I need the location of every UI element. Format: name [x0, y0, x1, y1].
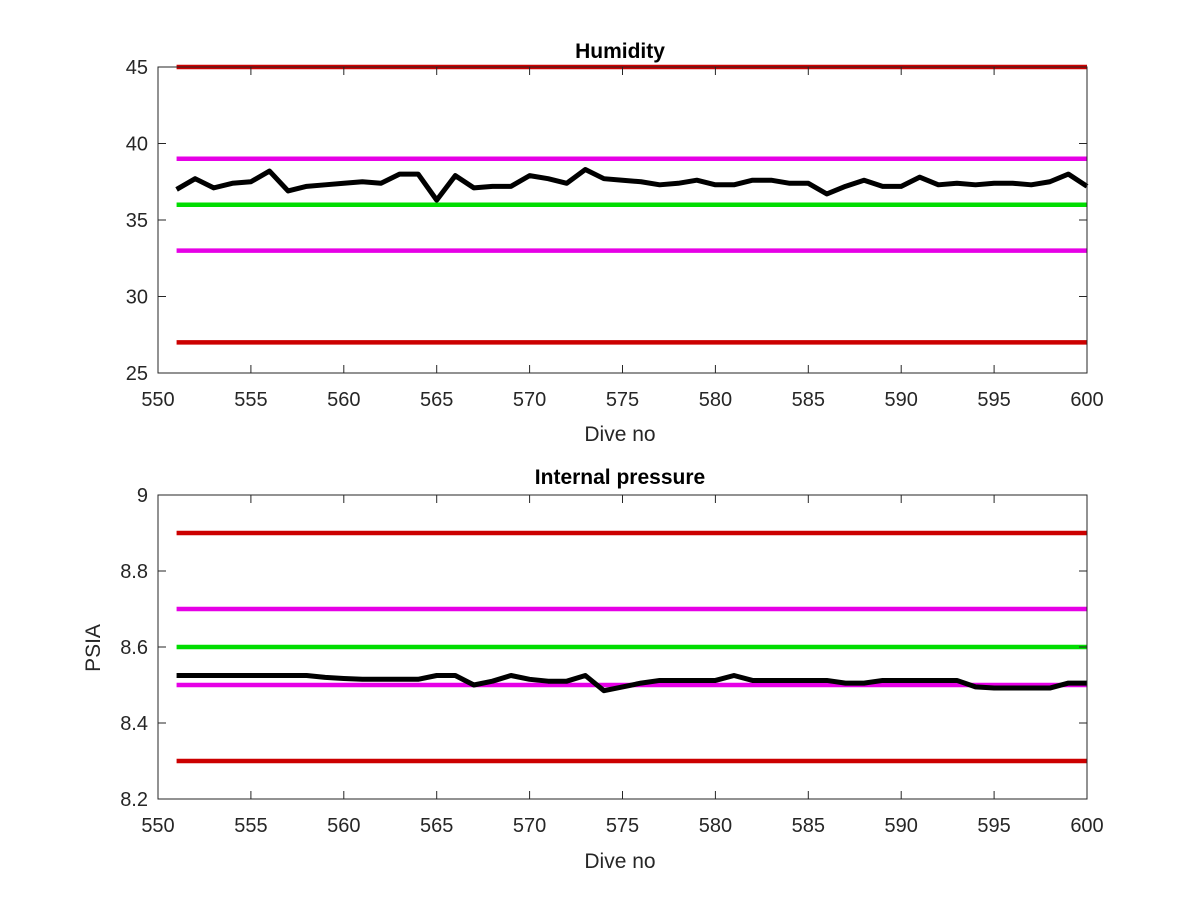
internal-pressure-xtick-label: 590 [885, 815, 918, 837]
humidity-xtick-label: 600 [1070, 389, 1103, 411]
internal-pressure-ytick-label: 8.4 [120, 713, 148, 735]
internal-pressure-xlabel: Dive no [584, 850, 655, 873]
humidity-series-0-line [175, 167, 1089, 203]
humidity-xtick-label: 590 [885, 389, 918, 411]
humidity-title: Humidity [575, 40, 665, 63]
internal-pressure-series-0-line [176, 673, 1087, 694]
humidity-xlabel: Dive no [584, 423, 655, 446]
humidity-ytick-label: 30 [126, 287, 148, 309]
internal-pressure-ytick-label: 8.8 [120, 561, 148, 583]
humidity-xtick-label: 550 [141, 389, 174, 411]
humidity-xtick-label: 585 [792, 389, 825, 411]
internal-pressure-xtick-label: 575 [606, 815, 639, 837]
humidity-xtick-label: 595 [977, 389, 1010, 411]
internal-pressure-xtick-label: 560 [327, 815, 360, 837]
humidity-xtick-label: 575 [606, 389, 639, 411]
humidity-ytick-label: 35 [126, 210, 148, 232]
humidity-ytick-label: 45 [126, 57, 148, 79]
humidity-xtick-label: 560 [327, 389, 360, 411]
internal-pressure-xtick-label: 595 [977, 815, 1010, 837]
humidity-xtick-label: 555 [234, 389, 267, 411]
internal-pressure-ytick-label: 8.6 [120, 637, 148, 659]
humidity-xtick-label: 570 [513, 389, 546, 411]
humidity-xtick-label: 565 [420, 389, 453, 411]
internal-pressure-xtick-label: 550 [141, 815, 174, 837]
internal-pressure-xtick-label: 565 [420, 815, 453, 837]
internal-pressure-ylabel: PSIA [82, 624, 105, 672]
internal-pressure-ytick-label: 8.2 [120, 789, 148, 811]
internal-pressure-xtick-label: 585 [792, 815, 825, 837]
internal-pressure-xtick-label: 600 [1070, 815, 1103, 837]
internal-pressure-ytick-label: 9 [137, 485, 148, 507]
internal-pressure-xtick-label: 555 [234, 815, 267, 837]
internal-pressure-xtick-label: 570 [513, 815, 546, 837]
humidity-xtick-label: 580 [699, 389, 732, 411]
humidity-ytick-label: 25 [126, 363, 148, 385]
internal-pressure-title: Internal pressure [535, 466, 705, 489]
humidity-plot: Humidity Dive no 550 555 560 565 570 575 580 58… [126, 40, 1104, 446]
humidity-ytick-label: 40 [126, 134, 148, 156]
internal-pressure-xtick-label: 580 [699, 815, 732, 837]
internal-pressure-plot: Internal pressure Dive no PSIA 550 555 560… [82, 466, 1104, 873]
